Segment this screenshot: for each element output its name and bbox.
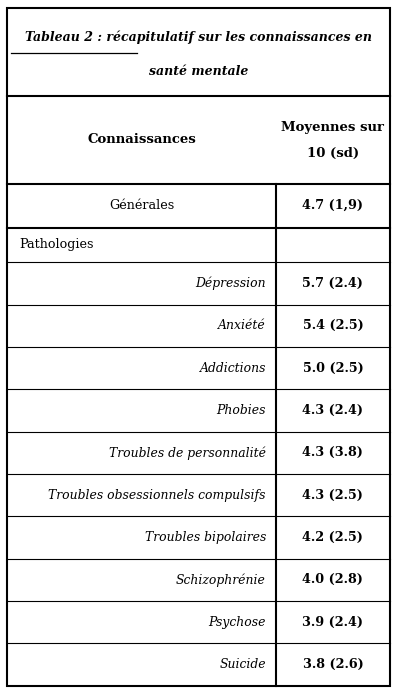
Text: 4.3 (2.4): 4.3 (2.4) (303, 404, 363, 417)
Text: 5.7 (2.4): 5.7 (2.4) (303, 277, 363, 290)
Text: Schizophrénie: Schizophrénie (176, 573, 266, 586)
Text: Troubles bipolaires: Troubles bipolaires (145, 531, 266, 544)
Text: 5.0 (2.5): 5.0 (2.5) (303, 362, 363, 375)
Text: 4.0 (2.8): 4.0 (2.8) (303, 573, 363, 586)
Text: Troubles obsessionnels compulsifs: Troubles obsessionnels compulsifs (48, 489, 266, 502)
Text: Moyennes sur: Moyennes sur (281, 121, 384, 134)
Text: Pathologies: Pathologies (19, 239, 94, 251)
Text: Troubles de personnalité: Troubles de personnalité (109, 446, 266, 459)
Text: 4.7 (1,9): 4.7 (1,9) (303, 199, 363, 212)
Text: Suicide: Suicide (220, 658, 266, 671)
Text: Générales: Générales (109, 199, 174, 212)
Text: 3.9 (2.4): 3.9 (2.4) (303, 616, 363, 629)
Text: 10 (sd): 10 (sd) (307, 147, 359, 160)
Text: 3.8 (2.6): 3.8 (2.6) (303, 658, 363, 671)
Text: santé mentale: santé mentale (149, 65, 248, 78)
Text: Psychose: Psychose (208, 616, 266, 629)
Text: Dépression: Dépression (195, 277, 266, 290)
Text: Tableau 2 : récapitulatif sur les connaissances en: Tableau 2 : récapitulatif sur les connai… (25, 30, 372, 44)
Text: Addictions: Addictions (199, 362, 266, 375)
Text: 5.4 (2.5): 5.4 (2.5) (303, 319, 363, 332)
Text: 4.3 (2.5): 4.3 (2.5) (303, 489, 363, 502)
Text: Phobies: Phobies (216, 404, 266, 417)
Text: 4.2 (2.5): 4.2 (2.5) (303, 531, 363, 544)
Text: Connaissances: Connaissances (87, 133, 196, 146)
Text: 4.3 (3.8): 4.3 (3.8) (303, 446, 363, 459)
Text: Anxiété: Anxiété (218, 319, 266, 332)
